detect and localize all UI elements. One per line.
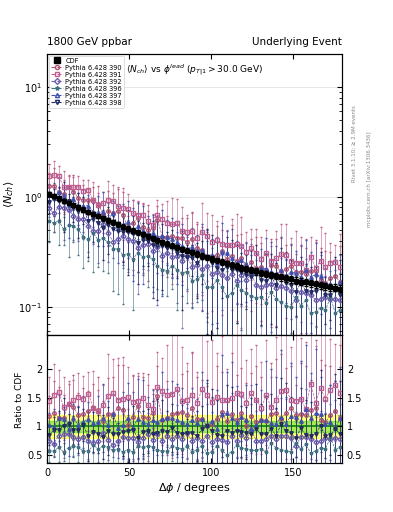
Text: Rivet 3.1.10; ≥ 2.9M events: Rivet 3.1.10; ≥ 2.9M events: [352, 105, 357, 182]
Bar: [47, 421, 342, 432]
X-axis label: $\Delta\phi$ / degrees: $\Delta\phi$ / degrees: [158, 481, 231, 495]
Text: $\langle N_{ch}\rangle$ vs $\phi^{lead}$ $(p_{T|1} > 30.0\ \mathrm{GeV})$: $\langle N_{ch}\rangle$ vs $\phi^{lead}$…: [126, 62, 263, 78]
Bar: [47, 415, 342, 438]
Text: CDF 2001 IS:4751469: CDF 2001 IS:4751469: [160, 271, 229, 276]
Text: mcplots.cern.ch [arXiv:1306.3436]: mcplots.cern.ch [arXiv:1306.3436]: [367, 132, 373, 227]
Text: Underlying Event: Underlying Event: [252, 37, 342, 47]
Y-axis label: Ratio to CDF: Ratio to CDF: [15, 371, 24, 428]
Text: 1800 GeV ppbar: 1800 GeV ppbar: [47, 37, 132, 47]
Legend: CDF, Pythia 6.428 390, Pythia 6.428 391, Pythia 6.428 392, Pythia 6.428 396, Pyt: CDF, Pythia 6.428 390, Pythia 6.428 391,…: [49, 56, 124, 108]
Y-axis label: $\langle N_{ch}\rangle$: $\langle N_{ch}\rangle$: [2, 181, 16, 208]
